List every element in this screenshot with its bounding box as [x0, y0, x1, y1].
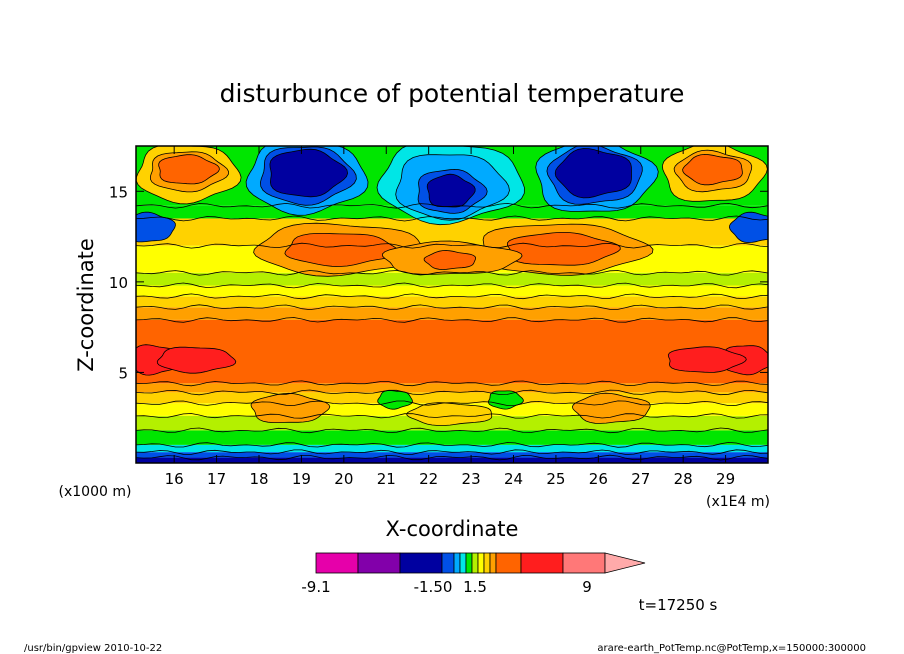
contour-line-12 [136, 282, 768, 289]
colorbar-cell-11 [495, 552, 522, 574]
band-1 [136, 452, 768, 458]
contour-line-14 [136, 242, 768, 249]
contour-line-5 [136, 413, 768, 419]
colorbar-cell-7 [471, 552, 479, 574]
x-unit-label: (x1E4 m) [706, 494, 770, 510]
contour-line-10 [136, 304, 768, 311]
colorbar-cell-13 [562, 552, 606, 574]
time-label: t=17250 s [639, 596, 718, 614]
band-2 [136, 444, 768, 453]
colorbar-label-1: -1.50 [414, 578, 453, 596]
plot-frame [135, 145, 769, 464]
x-tick-label-7: 23 [462, 470, 481, 488]
colorbar-label-0: -9.1 [301, 578, 330, 596]
y-unit-label: (x1000 m) [59, 484, 132, 500]
y-tick-label-0: 5 [118, 364, 128, 382]
x-tick-label-6: 22 [419, 470, 438, 488]
blob-16 [136, 211, 176, 243]
blob-25 [156, 346, 237, 374]
x-tick-label-0: 16 [165, 470, 184, 488]
contour-line-16 [136, 202, 768, 209]
footer-left: /usr/bin/gpview 2010-10-22 [24, 643, 162, 654]
contour-line-6 [136, 400, 768, 407]
contour-line-7 [136, 389, 768, 396]
x-tick-label-12: 28 [674, 470, 693, 488]
blob-8 [269, 148, 349, 198]
band-7 [136, 383, 768, 393]
colorbar-cell-12 [520, 552, 564, 574]
x-tick-label-1: 17 [207, 470, 226, 488]
colorbar-cell-3 [441, 552, 455, 574]
colorbar-cell-10 [489, 552, 497, 574]
x-tick-label-3: 19 [292, 470, 311, 488]
y-tick-label-1: 10 [109, 274, 128, 292]
blob-19 [284, 233, 400, 267]
band-8 [136, 319, 768, 384]
contour-line-9 [136, 317, 768, 323]
colorbar-labels: -9.1 -1.50 1.5 9 [301, 578, 591, 596]
band-10 [136, 296, 768, 308]
contour-line-11 [136, 293, 768, 300]
colorbar [315, 552, 646, 574]
y-tick-label-2: 15 [109, 183, 128, 201]
x-tick-label-10: 26 [589, 470, 608, 488]
contour-line-3 [136, 441, 768, 448]
blob-23 [423, 250, 477, 270]
x-tick-label-2: 18 [249, 470, 268, 488]
band-6 [136, 392, 768, 404]
blob-32 [487, 390, 524, 410]
contour-line-1 [136, 454, 768, 461]
x-ticks: 16 17 18 19 20 21 22 23 24 25 26 27 28 29 [165, 146, 735, 488]
blob-28 [250, 392, 331, 423]
blob-27 [667, 346, 747, 373]
colorbar-cell-9 [483, 552, 491, 574]
x-tick-label-4: 20 [334, 470, 353, 488]
band-12 [136, 272, 768, 286]
colorbar-label-2: 1.5 [463, 578, 487, 596]
band-11 [136, 285, 768, 297]
y-axis-title: Z-coordinate [74, 238, 98, 372]
blob-11 [554, 148, 632, 199]
band-0 [136, 457, 768, 463]
contour-line-2 [136, 449, 768, 455]
footer-right: arare-earth_PotTemp.nc@PotTemp,x=150000:… [597, 643, 866, 654]
chart-title: disturbunce of potential temperature [220, 79, 685, 108]
colorbar-cell-1 [357, 552, 401, 574]
x-tick-label-13: 29 [716, 470, 735, 488]
colorbar-cell-5 [459, 552, 467, 574]
colorbar-cell-8 [477, 552, 485, 574]
colorbar-cell-0 [315, 552, 359, 574]
x-tick-label-8: 24 [504, 470, 523, 488]
contour-blobs [136, 146, 768, 426]
contour-line-13 [136, 270, 768, 276]
colorbar-cell-4 [453, 552, 461, 574]
blob-2 [158, 154, 220, 185]
x-tick-label-11: 27 [631, 470, 650, 488]
blob-21 [506, 232, 621, 266]
contour-line-15 [136, 215, 768, 222]
blob-5 [682, 153, 743, 186]
y-ticks: 5 10 15 [109, 183, 768, 382]
contour-lines [136, 202, 768, 461]
x-tick-label-9: 25 [546, 470, 565, 488]
colorbar-cell-2 [399, 552, 443, 574]
x-axis-title: X-coordinate [386, 517, 519, 541]
colorbar-arrow [604, 552, 646, 574]
band-9 [136, 307, 768, 320]
contour-line-4 [136, 427, 768, 434]
colorbar-cell-6 [465, 552, 473, 574]
contour-line-8 [136, 380, 768, 387]
blob-29 [571, 392, 651, 424]
blob-30 [406, 402, 493, 426]
plot-area [136, 146, 768, 463]
colorbar-label-3: 9 [582, 578, 592, 596]
band-3 [136, 430, 768, 445]
x-tick-label-5: 21 [377, 470, 396, 488]
